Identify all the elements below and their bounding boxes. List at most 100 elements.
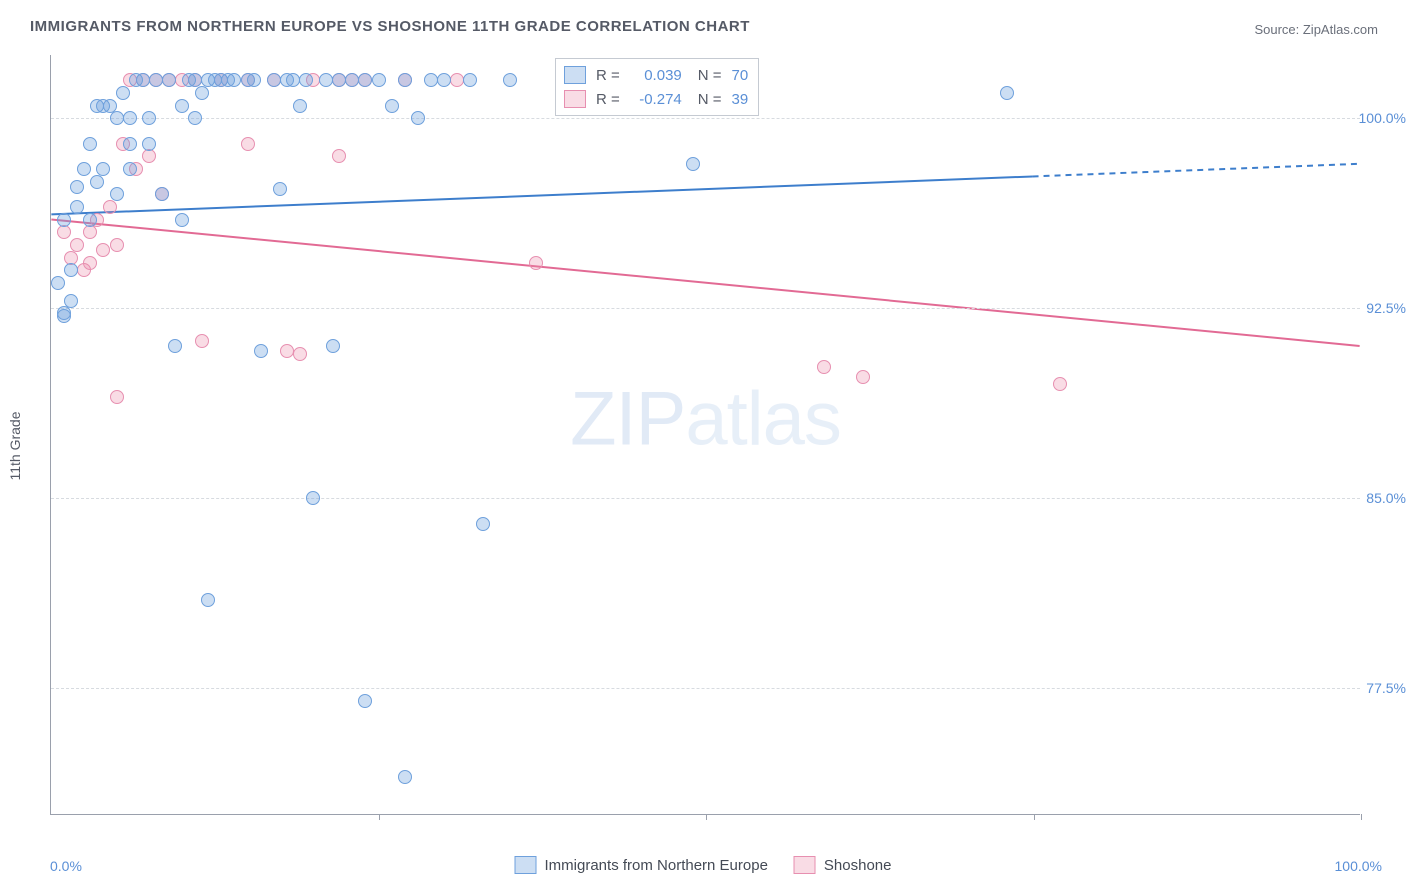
series-a-name: Immigrants from Northern Europe — [545, 857, 768, 874]
trend-line — [51, 219, 1359, 346]
scatter-point-a — [110, 187, 124, 201]
legend-series: Immigrants from Northern Europe Shoshone — [515, 856, 892, 874]
scatter-point-b — [817, 360, 831, 374]
scatter-point-a — [345, 73, 359, 87]
source-name: ZipAtlas.com — [1303, 22, 1378, 37]
scatter-point-a — [168, 339, 182, 353]
n-label-b: N = — [698, 91, 722, 108]
swatch-series-a-bottom — [515, 856, 537, 874]
legend-stats-row-b: R = -0.274 N = 39 — [564, 87, 748, 111]
swatch-series-a — [564, 66, 586, 84]
scatter-point-a — [299, 73, 313, 87]
series-b-name: Shoshone — [824, 857, 892, 874]
y-tick-label: 100.0% — [1350, 110, 1406, 126]
scatter-point-b — [1053, 377, 1067, 391]
scatter-point-b — [529, 256, 543, 270]
scatter-point-b — [96, 243, 110, 257]
scatter-point-a — [175, 99, 189, 113]
scatter-point-b — [293, 347, 307, 361]
scatter-point-a — [142, 111, 156, 125]
scatter-point-b — [83, 225, 97, 239]
swatch-series-b-bottom — [794, 856, 816, 874]
scatter-point-a — [273, 182, 287, 196]
trendlines-svg — [51, 55, 1360, 814]
scatter-point-a — [503, 73, 517, 87]
chart-title: IMMIGRANTS FROM NORTHERN EUROPE VS SHOSH… — [30, 18, 750, 35]
plot-area: ZIPatlas 77.5%85.0%92.5%100.0% — [50, 55, 1360, 815]
scatter-point-b — [83, 256, 97, 270]
scatter-point-a — [227, 73, 241, 87]
scatter-point-a — [51, 276, 65, 290]
scatter-point-a — [306, 491, 320, 505]
scatter-point-b — [57, 225, 71, 239]
scatter-point-a — [96, 162, 110, 176]
r-label-b: R = — [596, 91, 620, 108]
scatter-point-a — [162, 73, 176, 87]
r-value-b: -0.274 — [630, 91, 682, 108]
scatter-point-b — [110, 238, 124, 252]
scatter-point-b — [280, 344, 294, 358]
scatter-point-a — [424, 73, 438, 87]
n-value-b: 39 — [732, 91, 749, 108]
scatter-point-a — [332, 73, 346, 87]
scatter-point-b — [195, 334, 209, 348]
gridline-h — [51, 498, 1360, 499]
x-tick — [1361, 814, 1362, 820]
gridline-h — [51, 308, 1360, 309]
scatter-point-a — [1000, 86, 1014, 100]
trend-line — [1033, 164, 1360, 177]
scatter-point-b — [70, 238, 84, 252]
scatter-point-a — [326, 339, 340, 353]
scatter-point-a — [201, 593, 215, 607]
r-value-a: 0.039 — [630, 67, 682, 84]
source-attribution: Source: ZipAtlas.com — [1254, 22, 1378, 37]
scatter-point-a — [476, 517, 490, 531]
legend-stats: R = 0.039 N = 70 R = -0.274 N = 39 — [555, 58, 759, 116]
scatter-point-a — [411, 111, 425, 125]
scatter-point-a — [90, 175, 104, 189]
scatter-point-a — [319, 73, 333, 87]
scatter-point-a — [358, 73, 372, 87]
legend-stats-row-a: R = 0.039 N = 70 — [564, 63, 748, 87]
scatter-point-a — [123, 137, 137, 151]
scatter-point-a — [686, 157, 700, 171]
scatter-point-a — [385, 99, 399, 113]
y-axis-label: 11th Grade — [7, 411, 23, 480]
scatter-point-a — [398, 73, 412, 87]
watermark-bold: ZIP — [570, 377, 685, 462]
x-axis-max-label: 100.0% — [1335, 858, 1382, 874]
scatter-point-a — [70, 180, 84, 194]
trend-line — [51, 176, 1032, 214]
scatter-point-b — [241, 137, 255, 151]
scatter-point-a — [110, 111, 124, 125]
x-axis-min-label: 0.0% — [50, 858, 82, 874]
n-value-a: 70 — [732, 67, 749, 84]
scatter-point-a — [83, 137, 97, 151]
watermark-thin: atlas — [685, 377, 841, 462]
scatter-point-a — [195, 86, 209, 100]
scatter-point-a — [437, 73, 451, 87]
r-label-a: R = — [596, 67, 620, 84]
scatter-point-a — [358, 694, 372, 708]
scatter-point-a — [70, 200, 84, 214]
scatter-point-a — [64, 263, 78, 277]
scatter-point-a — [267, 73, 281, 87]
gridline-h — [51, 118, 1360, 119]
scatter-point-a — [142, 137, 156, 151]
x-tick — [706, 814, 707, 820]
scatter-point-b — [450, 73, 464, 87]
scatter-point-a — [116, 86, 130, 100]
scatter-point-a — [123, 111, 137, 125]
legend-item-b: Shoshone — [794, 856, 892, 874]
watermark: ZIPatlas — [570, 376, 841, 463]
x-tick — [1034, 814, 1035, 820]
scatter-point-a — [57, 306, 71, 320]
source-prefix: Source: — [1254, 22, 1302, 37]
n-label-a: N = — [698, 67, 722, 84]
scatter-point-a — [372, 73, 386, 87]
y-tick-label: 77.5% — [1350, 680, 1406, 696]
y-tick-label: 85.0% — [1350, 490, 1406, 506]
scatter-point-a — [175, 213, 189, 227]
scatter-point-a — [293, 99, 307, 113]
scatter-point-a — [155, 187, 169, 201]
